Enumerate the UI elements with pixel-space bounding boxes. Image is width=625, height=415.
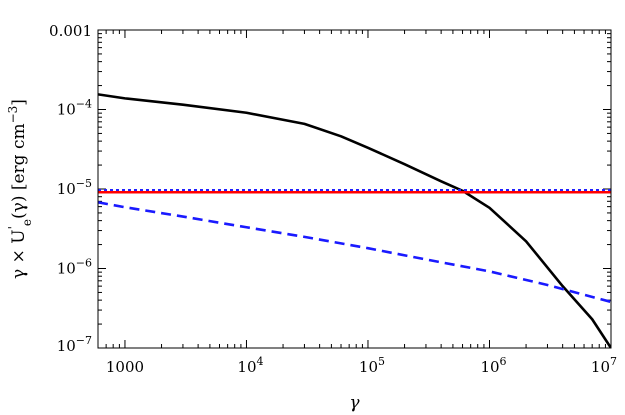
y-axis-title-arg: (γ) [erg cm	[9, 123, 29, 219]
y-axis-title-prefix: γ × U	[9, 229, 29, 279]
ticks-layer	[97, 29, 612, 349]
tick-labels-layer: 1000 104 105 106 107 0.001 10−4 10−5 10−6 10−7	[49, 22, 617, 376]
y-tick-label: 0.001	[49, 22, 92, 40]
y-tick-label: 10−7	[57, 334, 92, 355]
y-axis-title-close: ]	[9, 99, 29, 106]
y-axis-title-prime: '	[6, 226, 20, 229]
y-tick-label: 10−5	[57, 177, 92, 198]
series-layer	[98, 93, 611, 348]
series-blue-dashed	[98, 201, 611, 304]
x-tick-label: 107	[591, 355, 617, 376]
y-tick-label: 10−6	[57, 257, 92, 278]
y-axis-title: γ × U'e(γ) [erg cm−3]	[6, 99, 34, 279]
series-black-solid	[98, 93, 611, 348]
x-tick-label: 1000	[106, 358, 144, 376]
x-axis-title: γ	[349, 393, 360, 413]
y-axis-title-sup: −3	[6, 106, 20, 124]
y-tick-label: 10−4	[57, 98, 92, 119]
x-tick-label: 105	[359, 355, 385, 376]
x-tick-label: 106	[480, 355, 506, 376]
plot-frame	[97, 29, 612, 349]
x-tick-label: 104	[237, 355, 263, 376]
y-axis-title-sub: e	[20, 219, 34, 226]
